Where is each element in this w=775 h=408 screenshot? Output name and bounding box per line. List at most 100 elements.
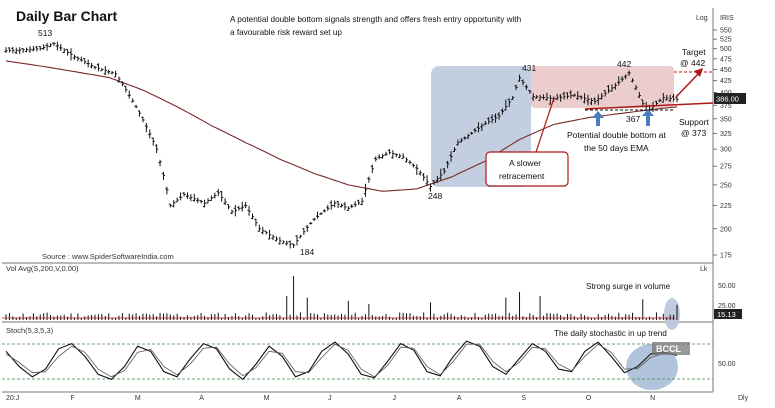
time-tick-label: M <box>264 395 270 402</box>
annotation-line-2: a favourable risk reward set up <box>230 28 342 37</box>
price-bar <box>11 46 15 54</box>
support-label-1: Support <box>679 117 709 127</box>
price-bar <box>52 42 56 46</box>
target-label-2: @ 442 <box>680 58 705 68</box>
price-bar <box>35 45 39 52</box>
price-tick-label: 350 <box>720 116 732 123</box>
time-tick-label: S <box>521 395 526 402</box>
stochastic-d-line <box>5 343 678 378</box>
price-bar <box>442 167 446 175</box>
price-tick-label: 525 <box>720 37 732 44</box>
double-bottom-arrow-left <box>592 111 604 126</box>
volume-tick-25: 25.00 <box>718 303 736 310</box>
price-bar <box>69 48 73 61</box>
price-bar <box>93 66 97 70</box>
price-bar <box>480 123 484 132</box>
price-bars <box>4 41 679 249</box>
price-bar <box>374 156 378 162</box>
price-bar <box>326 204 330 211</box>
price-bar <box>487 117 491 125</box>
price-bar <box>274 236 279 242</box>
price-bar <box>329 200 333 210</box>
price-bar <box>117 76 121 83</box>
price-bar <box>96 63 101 72</box>
price-tick-label: 475 <box>720 56 732 63</box>
price-bar <box>100 68 104 72</box>
price-bar <box>247 205 251 216</box>
price-axis-ticks: 1752002252502753003253503754004254504755… <box>713 28 732 260</box>
price-bar <box>216 188 220 197</box>
price-bar <box>428 183 433 192</box>
price-bar <box>192 193 196 202</box>
price-bar <box>641 99 645 107</box>
price-bar <box>38 46 42 51</box>
price-bar <box>490 114 494 124</box>
price-bar <box>55 41 59 51</box>
price-bar <box>244 201 248 209</box>
volume-highlight <box>664 298 680 330</box>
price-bar <box>617 76 621 86</box>
time-tick-label: O <box>586 395 592 402</box>
price-bar <box>28 46 32 53</box>
price-bar <box>353 201 357 208</box>
price-bar <box>661 92 665 103</box>
price-bar <box>281 240 285 245</box>
price-bar <box>668 94 672 102</box>
stochastic-k-line <box>5 340 678 381</box>
price-bar <box>226 204 231 210</box>
price-bar <box>582 93 587 104</box>
price-bar <box>504 99 508 111</box>
price-bar <box>309 221 313 225</box>
price-bar <box>463 136 467 140</box>
price-bar <box>291 243 296 249</box>
price-bar <box>408 160 412 165</box>
price-bar <box>319 212 323 215</box>
price-bar <box>572 93 576 97</box>
price-bar <box>559 94 563 102</box>
volume-unit-label: Lk <box>700 266 708 273</box>
ema-path <box>5 60 678 192</box>
price-tick-label: 250 <box>720 182 732 189</box>
price-bar <box>66 48 70 56</box>
price-bar <box>439 168 443 181</box>
price-bar <box>86 59 90 68</box>
price-bar <box>302 228 306 235</box>
time-tick-label: J <box>392 395 396 402</box>
price-bar <box>517 74 522 82</box>
price-bar <box>603 90 607 97</box>
price-bar <box>418 170 422 176</box>
symbol-label: IRIS <box>720 15 734 22</box>
price-bar <box>76 56 80 62</box>
price-bar <box>384 151 388 156</box>
price-bar <box>665 94 669 101</box>
stochastic-highlight <box>626 344 678 390</box>
price-bar <box>155 144 159 154</box>
price-tick-label: 225 <box>720 203 732 210</box>
price-bar <box>422 173 426 181</box>
price-bar <box>521 79 525 86</box>
price-bar <box>59 43 63 51</box>
price-bar <box>175 197 179 203</box>
price-bar <box>137 110 142 117</box>
price-bar <box>185 192 190 199</box>
price-bar <box>189 194 193 202</box>
price-bar <box>658 98 662 103</box>
price-bar <box>473 128 477 133</box>
price-bar <box>360 197 364 206</box>
price-bar <box>237 205 241 211</box>
price-tick-label: 550 <box>720 28 732 35</box>
price-bar <box>168 203 172 208</box>
price-bar <box>589 97 594 106</box>
price-bar <box>315 211 320 219</box>
price-bar <box>432 180 436 186</box>
price-bar <box>113 70 118 78</box>
price-bar <box>250 213 255 220</box>
price-bar <box>31 45 35 52</box>
price-bar <box>172 200 176 208</box>
price-bar <box>606 84 611 94</box>
retracement-label-2: retracement <box>499 171 545 181</box>
price-bar <box>268 229 272 240</box>
price-bar <box>305 224 309 232</box>
